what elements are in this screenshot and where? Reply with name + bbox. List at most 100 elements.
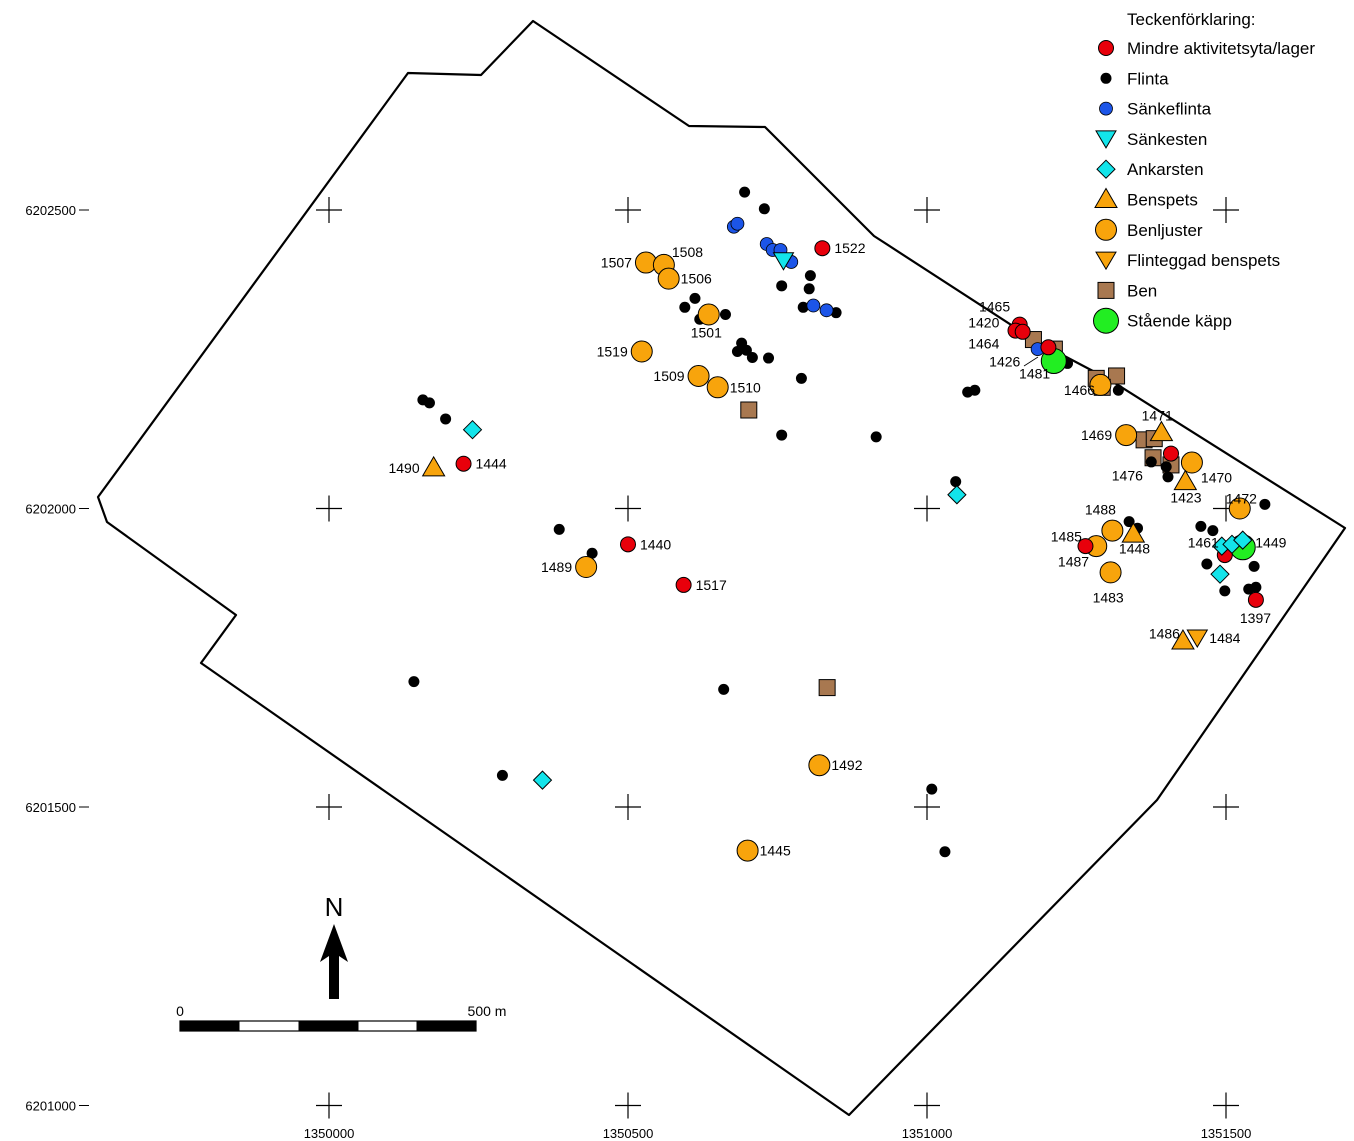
north-arrow-label: N	[325, 892, 344, 922]
feature-flinta	[440, 413, 452, 425]
scale-bar-end-label: 500 m	[468, 1003, 507, 1019]
legend-symbol-sankeflinta	[1099, 101, 1113, 116]
feature-flinta	[689, 292, 701, 304]
survey-area-boundary	[96, 19, 1347, 1117]
feature-benljuster	[1180, 451, 1203, 474]
feature-flinta	[423, 397, 435, 409]
feature-flinta	[758, 203, 770, 215]
legend-symbol-flinta	[1100, 72, 1112, 84]
legend-item: Ben	[1097, 281, 1157, 300]
scale-bar-segment	[417, 1021, 476, 1031]
feature-flinta	[1201, 558, 1213, 570]
feature-aktivitet	[1077, 538, 1094, 555]
feature-benspets	[1171, 629, 1195, 650]
feature-flinta	[1160, 461, 1172, 473]
legend-item-label: Flinteggad benspets	[1127, 251, 1280, 270]
y-tick-label: 6202000	[25, 502, 76, 517]
feature-flinta	[776, 280, 788, 292]
feature-label: 1487	[1058, 553, 1089, 569]
legend-item-label: Sänkeflinta	[1127, 100, 1212, 119]
feature-flinta	[763, 352, 775, 364]
legend-item: Benspets	[1094, 187, 1198, 210]
scale-bar-outline	[179, 1020, 477, 1032]
feature-aktivitet	[1247, 591, 1264, 608]
feature-benljuster	[1089, 373, 1112, 396]
north-arrow-icon	[320, 924, 348, 999]
feature-label: 1488	[1085, 501, 1116, 517]
feature-flinta	[553, 523, 565, 535]
feature-label: 1420	[968, 315, 999, 331]
feature-benljuster	[575, 556, 598, 579]
legend-item-label: Sänkesten	[1127, 130, 1207, 149]
feature-sankeflinta	[819, 303, 834, 318]
feature-label: 1465	[979, 298, 1010, 314]
legend-item: Ankarsten	[1096, 159, 1204, 179]
feature-sankeflinta	[806, 298, 821, 313]
legend-item-label: Stående käpp	[1127, 312, 1232, 331]
scale-bar-start-label: 0	[176, 1003, 184, 1019]
legend-item: Sänkeflinta	[1099, 100, 1212, 119]
scale-bar-segment	[238, 1020, 300, 1032]
feature-ben	[740, 401, 758, 419]
legend-symbol-benljuster	[1095, 218, 1117, 241]
legend-item: Mindre aktivitetsyta/lager	[1098, 39, 1315, 58]
feature-flinta	[870, 431, 882, 443]
feature-label: 1449	[1255, 534, 1286, 550]
feature-ben	[818, 679, 836, 697]
feature-flinta	[795, 372, 807, 384]
feature-label: 1522	[834, 240, 865, 256]
feature-label: 1464	[968, 336, 999, 352]
legend-symbol-ben	[1097, 281, 1115, 299]
y-tick-label: 6201500	[25, 800, 76, 815]
feature-label: 1471	[1142, 408, 1173, 424]
feature-aktivitet	[1040, 339, 1057, 356]
legend-item-label: Mindre aktivitetsyta/lager	[1127, 39, 1315, 58]
feature-ben	[1108, 367, 1126, 385]
scale-bar-segment	[357, 1020, 418, 1032]
feature-benspets	[1121, 522, 1146, 543]
feature-benljuster	[697, 303, 720, 326]
feature-label: 1507	[601, 255, 632, 271]
feature-flinta	[1219, 585, 1231, 597]
feature-label: 1501	[691, 324, 722, 340]
legend-symbol-flinteggad	[1095, 251, 1117, 271]
features-layer	[408, 186, 1271, 862]
feature-flinta	[1248, 560, 1260, 572]
feature-flinta	[1145, 456, 1157, 468]
feature-aktivitet	[675, 576, 692, 593]
feature-flinta	[950, 476, 962, 488]
feature-label: 1469	[1081, 427, 1112, 443]
feature-label: 1470	[1201, 470, 1232, 486]
x-tick-label: 1350500	[603, 1126, 654, 1141]
feature-aktivitet	[455, 455, 472, 472]
feature-label: 1492	[831, 757, 862, 773]
feature-ankarsten	[532, 770, 553, 790]
feature-benljuster	[808, 754, 831, 777]
y-tick-label: 6201000	[25, 1099, 76, 1114]
feature-label: 1486	[1149, 626, 1180, 642]
feature-flinta	[969, 384, 981, 396]
feature-flinta	[804, 270, 816, 282]
feature-label: 1517	[696, 577, 727, 593]
feature-label: 1490	[388, 460, 419, 476]
legend-item: Benljuster	[1095, 218, 1203, 241]
feature-label: 1510	[730, 379, 761, 395]
legend-symbol-benspets	[1094, 187, 1118, 208]
feature-benljuster	[1115, 424, 1138, 447]
feature-flinta	[1195, 520, 1207, 532]
feature-benspets	[1149, 420, 1174, 442]
feature-flinta	[586, 547, 598, 559]
y-tick-label: 6202500	[25, 203, 76, 218]
feature-sankeflinta	[730, 216, 745, 231]
feature-flinta	[926, 783, 938, 795]
feature-label: 1423	[1170, 490, 1201, 506]
scale-bar: 0 500 m	[176, 1003, 507, 1032]
legend-symbol-aktivitet	[1098, 40, 1114, 56]
feature-flinta	[1123, 516, 1135, 528]
legend-item: Stående käpp	[1093, 307, 1232, 334]
x-tick-label: 1351500	[1201, 1126, 1252, 1141]
x-tick-label: 1351000	[902, 1126, 953, 1141]
grid-layer: 1350000 1350500 1351000 1351500 6202500 62020…	[25, 197, 1251, 1141]
feature-flinta	[408, 676, 420, 688]
feature-flinta	[803, 283, 815, 295]
